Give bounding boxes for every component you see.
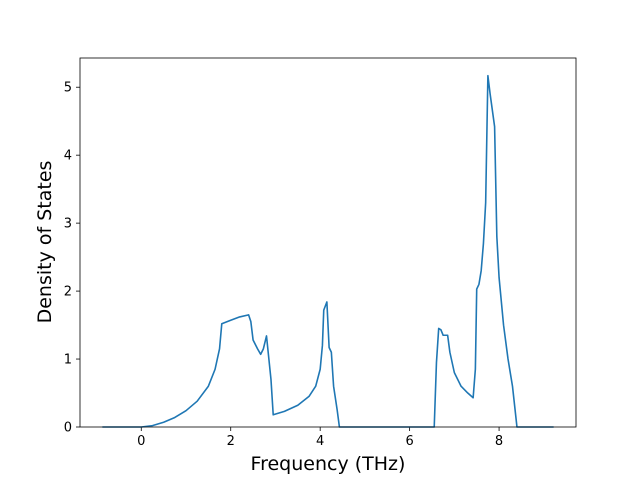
y-tick-label: 4 xyxy=(64,149,72,164)
y-axis-label: Density of States xyxy=(34,161,56,324)
y-tick-label: 0 xyxy=(64,421,72,436)
x-axis-label: Frequency (THz) xyxy=(251,453,406,475)
x-tick-label: 0 xyxy=(137,434,145,449)
y-tick-label: 3 xyxy=(64,217,72,232)
y-tick-label: 2 xyxy=(64,285,72,300)
line xyxy=(102,74,554,428)
x-tick-label: 8 xyxy=(495,434,503,449)
y-tick-label: 1 xyxy=(64,353,72,368)
x-tick-label: 2 xyxy=(227,434,235,449)
x-tick-label: 6 xyxy=(405,434,413,449)
y-tick-label: 5 xyxy=(64,81,72,96)
plot-frame xyxy=(79,57,577,428)
x-tick-label: 4 xyxy=(316,434,324,449)
